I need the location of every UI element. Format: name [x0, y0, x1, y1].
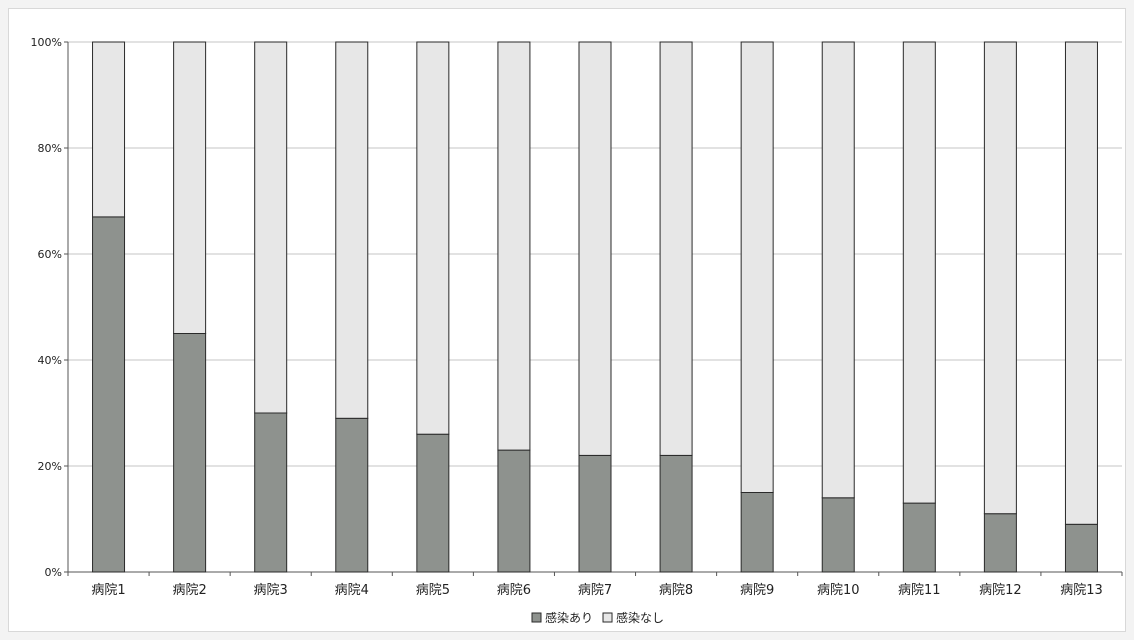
x-category-label: 病院12 [979, 583, 1022, 598]
bar-segment-infected [497, 449, 531, 573]
bar-segment-not-infected [902, 41, 936, 504]
y-tick-label: 60% [38, 248, 62, 261]
x-category-label: 病院9 [740, 583, 774, 598]
y-tick-label: 20% [38, 460, 62, 473]
x-category-label: 病院2 [172, 583, 206, 598]
bar-segment-not-infected [416, 41, 450, 435]
legend-swatch [531, 612, 542, 623]
x-category-label: 病院7 [578, 583, 612, 598]
bar-segment-not-infected [821, 41, 855, 499]
bar-segment-infected [983, 513, 1017, 573]
bar-segment-infected [416, 433, 450, 573]
bar-segment-not-infected [740, 41, 774, 493]
legend-label: 感染なし [616, 610, 664, 625]
x-category-label: 病院10 [817, 583, 860, 598]
bar-segment-infected [335, 417, 369, 573]
legend-label: 感染あり [545, 610, 593, 625]
bar-segment-infected [92, 216, 126, 573]
bar-segment-infected [1064, 523, 1098, 573]
bar-segment-not-infected [92, 41, 126, 218]
y-tick-label: 100% [31, 36, 62, 49]
bar-segment-not-infected [335, 41, 369, 419]
bar-segment-not-infected [659, 41, 693, 456]
y-tick-labels: 0% 20% 40% 60% 80% 100% [31, 36, 62, 579]
bar-segment-not-infected [983, 41, 1017, 515]
bar-segment-not-infected [578, 41, 612, 456]
y-tick-label: 40% [38, 354, 62, 367]
x-category-label: 病院1 [91, 583, 125, 598]
x-category-label: 病院6 [497, 583, 531, 598]
x-category-label: 病院4 [335, 583, 369, 598]
bar-segment-not-infected [254, 41, 288, 414]
x-category-label: 病院8 [659, 583, 693, 598]
legend: 感染あり 感染なし [531, 610, 664, 625]
bar-segment-not-infected [497, 41, 531, 451]
x-category-labels: 病院1 病院2 病院3 病院4 病院5 病院6 病院7 病院8 病院9 病院10 病院11 病院12 病… [91, 583, 1102, 598]
bar-segment-infected [821, 497, 855, 573]
x-category-label: 病院5 [416, 583, 450, 598]
y-tick-label: 0% [45, 566, 62, 579]
x-category-label: 病院3 [254, 583, 288, 598]
bar-segment-infected [578, 454, 612, 573]
bar-segment-not-infected [173, 41, 207, 334]
legend-swatch [602, 612, 613, 623]
bar-segment-infected [659, 454, 693, 573]
bar-segment-infected [902, 502, 936, 573]
y-tick-label: 80% [38, 142, 62, 155]
bar-segment-infected [254, 412, 288, 573]
x-category-label: 病院11 [898, 583, 941, 598]
bar-segment-infected [740, 492, 774, 573]
x-category-label: 病院13 [1060, 583, 1103, 598]
bar-segment-infected [173, 333, 207, 573]
bar-segment-not-infected [1064, 41, 1098, 525]
bars [92, 41, 1098, 573]
